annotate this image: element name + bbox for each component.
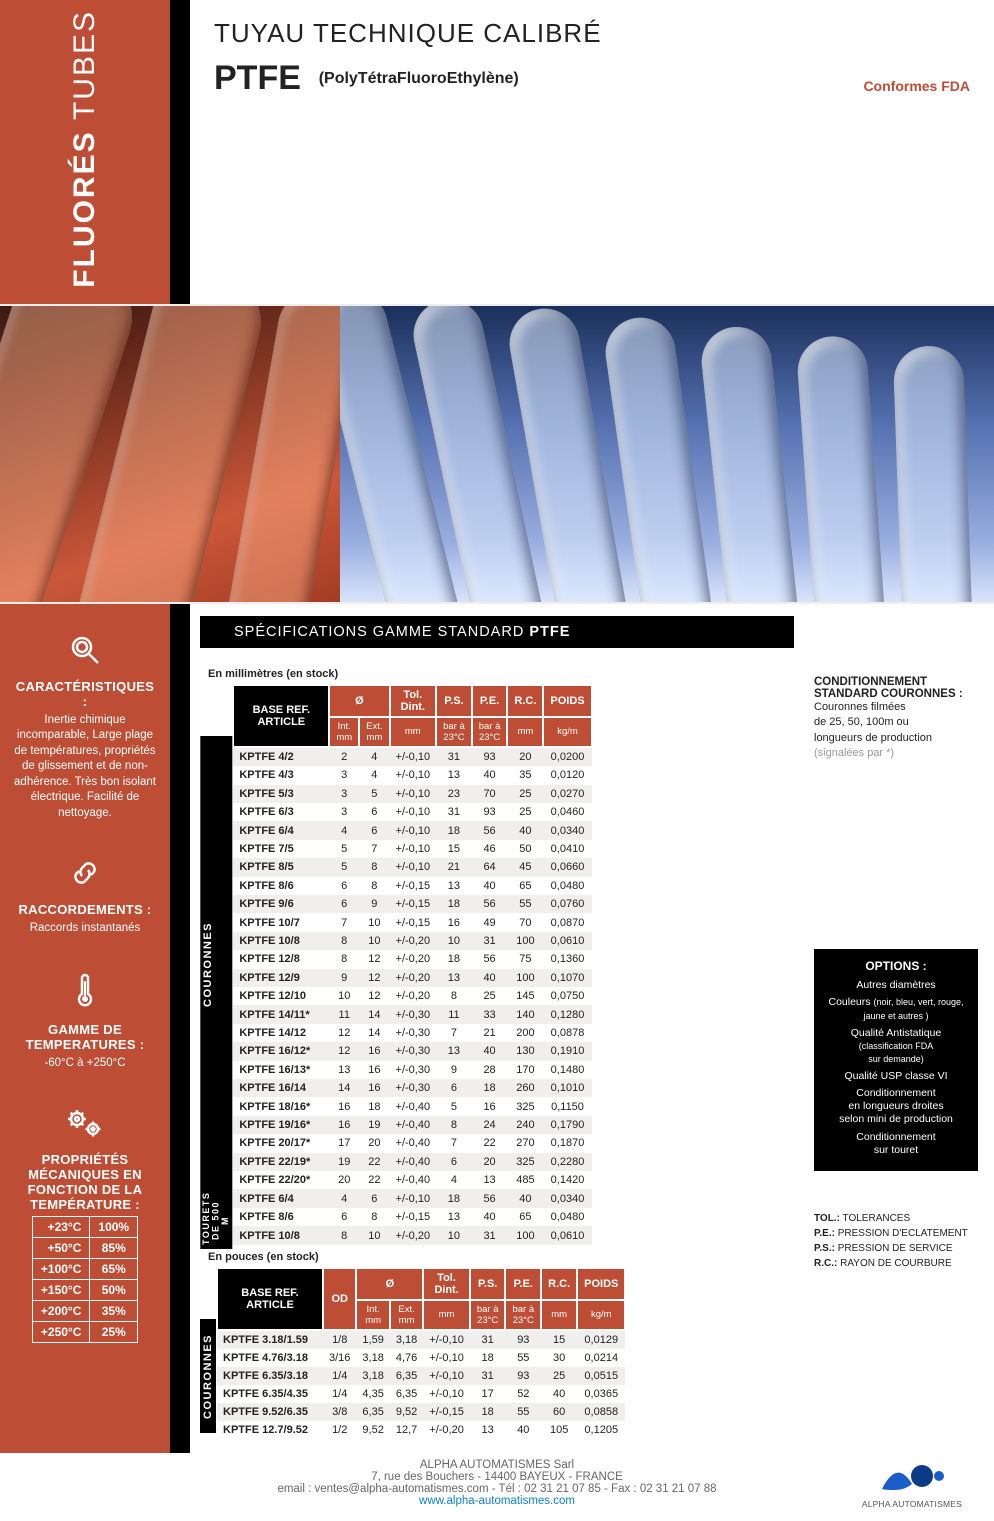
footer-link[interactable]: www.alpha-automatismes.com	[419, 1495, 575, 1507]
temp-property-table: +23°C100%+50°C85%+100°C65%+150°C50%+200°…	[32, 1216, 138, 1343]
hero-image	[0, 304, 994, 604]
row-label-tourets: TOURETS DE 500 M	[200, 1192, 232, 1249]
category-line2: FLUORÉS	[68, 130, 101, 287]
specbar-text: SPÉCIFICATIONS GAMME STANDARD	[234, 624, 529, 640]
page-footer: ALPHA AUTOMATISMES Sarl 7, rue des Bouch…	[0, 1453, 994, 1521]
link-icon	[14, 855, 156, 894]
gears-icon	[14, 1105, 156, 1144]
page-title: PTFE (PolyTétraFluoroEthylène)	[214, 59, 794, 98]
row-label-couronnes: COURONNES	[200, 736, 232, 1192]
caption-in: En pouces (en stock)	[200, 1249, 794, 1267]
logo-brand: ALPHA AUTOMATISMES	[862, 1499, 962, 1509]
sb2-body: Raccords instantanés	[14, 921, 156, 937]
cond-body: Couronnes filmées de 25, 50, 100m ou lon…	[814, 700, 978, 762]
sb3-title: GAMME DE TEMPERATURES :	[14, 1022, 156, 1052]
sb2-title: RACCORDEMENTS :	[14, 902, 156, 917]
magnify-icon	[14, 632, 156, 671]
category-line1: TUBES	[68, 10, 101, 120]
options-box: OPTIONS : Autres diamètresCouleurs (noir…	[814, 949, 978, 1171]
black-separator	[170, 0, 190, 304]
sb4-title: PROPRIÉTÉS MÉCANIQUES EN FONCTION DE LA …	[14, 1152, 156, 1212]
abbreviations: TOL.: TOLERANCESP.E.: PRESSION D'ECLATEM…	[814, 1211, 978, 1271]
main-content: SPÉCIFICATIONS GAMME STANDARD PTFE En mi…	[190, 604, 804, 1453]
spec-table-mm: BASE REF. ARTICLEØTol. Dint.P.S.P.E.R.C.…	[232, 684, 592, 1245]
fda-badge: Conformes FDA	[794, 78, 970, 94]
sb1-title: CARACTÉRISTIQUES :	[14, 679, 156, 709]
category-tab: FLUORÉS TUBES	[0, 0, 170, 304]
page-header: FLUORÉS TUBES TUYAU TECHNIQUE CALIBRÉ PT…	[0, 0, 994, 304]
footer-l2: 7, rue des Bouchers - 14400 BAYEUX - FRA…	[0, 1471, 994, 1483]
footer-l1: ALPHA AUTOMATISMES Sarl	[0, 1459, 994, 1471]
company-logo: ALPHA AUTOMATISMES	[862, 1454, 962, 1509]
specbar-bold: PTFE	[529, 624, 570, 640]
sb1-body: Inertie chimique incomparable, Large pla…	[14, 713, 156, 822]
row-label-couronnes-in: COURONNES	[200, 1319, 216, 1433]
sb3-body: -60°C à +250°C	[14, 1056, 156, 1072]
thermometer-icon	[14, 971, 156, 1014]
caption-mm: En millimètres (en stock)	[200, 666, 794, 684]
cond-title: CONDITIONNEMENT STANDARD COURONNES :	[814, 676, 978, 700]
options-title: OPTIONS :	[822, 959, 970, 973]
page-pretitle: TUYAU TECHNIQUE CALIBRÉ	[214, 18, 794, 49]
title-main: PTFE	[214, 59, 301, 97]
black-separator	[170, 604, 190, 1453]
sidebar: CARACTÉRISTIQUES : Inertie chimique inco…	[0, 604, 170, 1453]
spec-table-in: BASE REF. ARTICLEODØTol. Dint.P.S.P.E.R.…	[216, 1267, 626, 1439]
spec-title-bar: SPÉCIFICATIONS GAMME STANDARD PTFE	[200, 616, 794, 648]
title-sub: (PolyTétraFluoroEthylène)	[309, 70, 519, 87]
right-column: CONDITIONNEMENT STANDARD COURONNES : Cou…	[804, 604, 994, 1453]
footer-l3: email : ventes@alpha-automatismes.com - …	[0, 1483, 994, 1495]
